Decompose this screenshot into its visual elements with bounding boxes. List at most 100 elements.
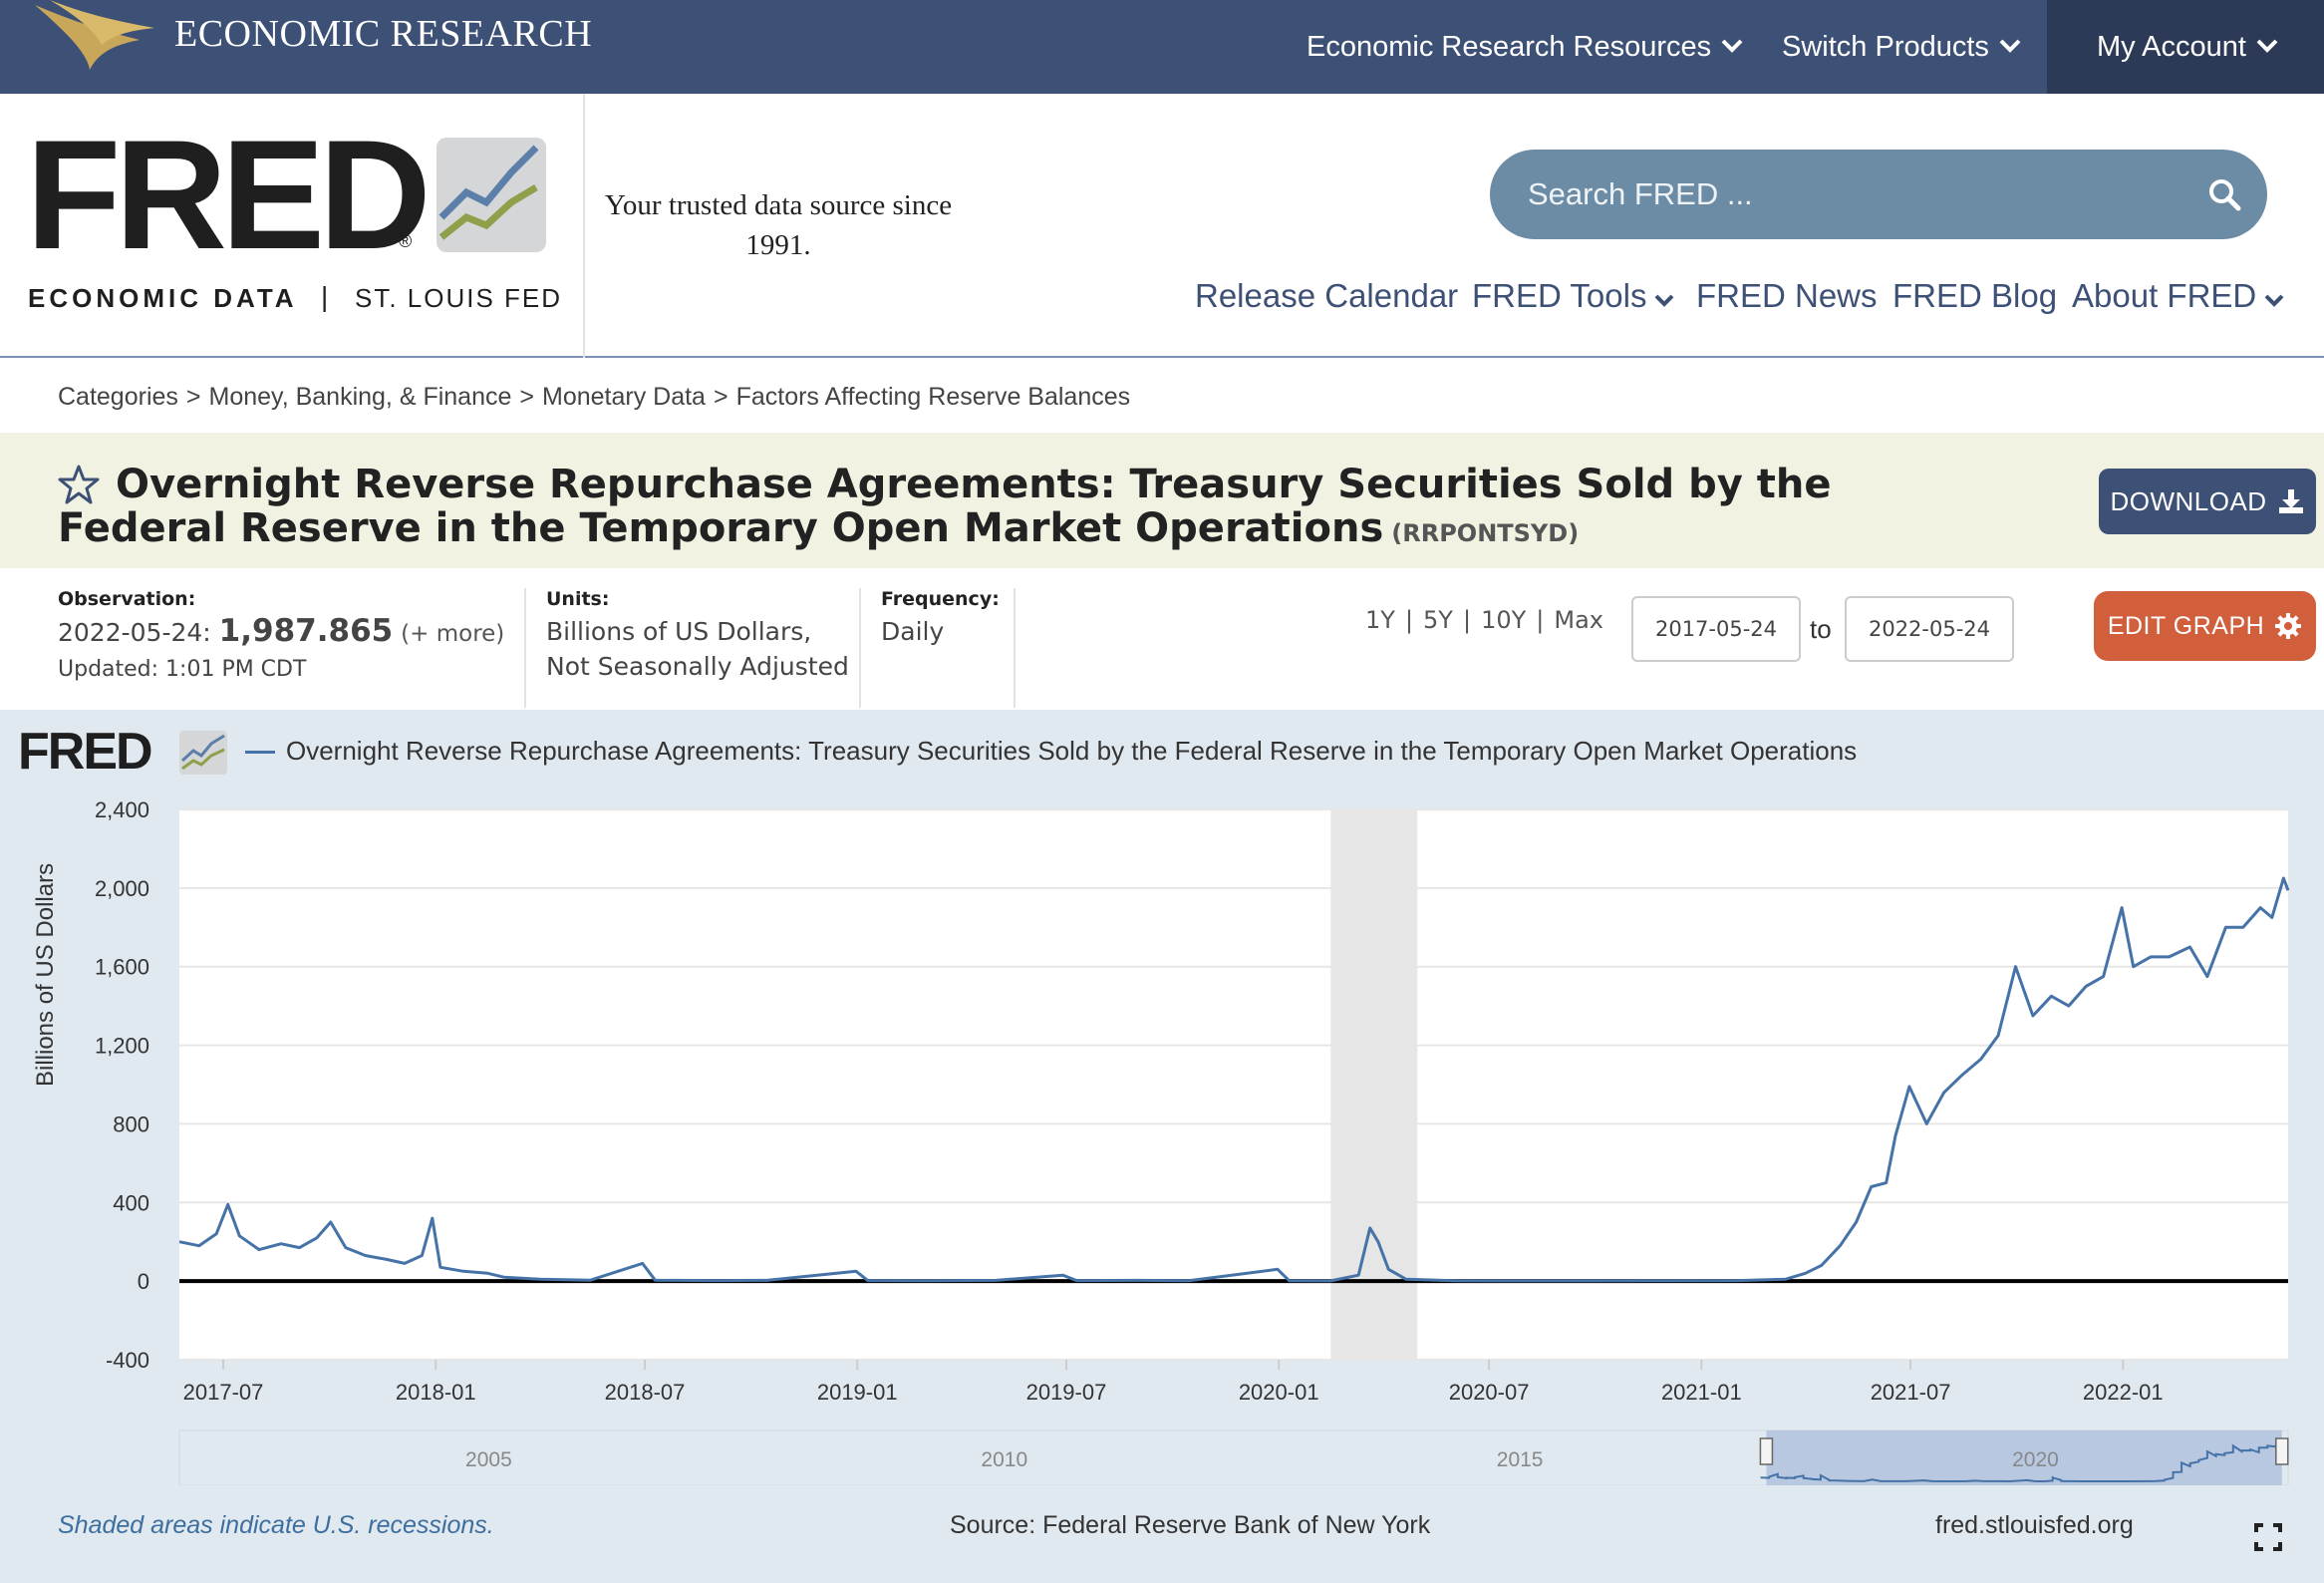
meta-divider [1014, 588, 1016, 708]
x-tick-label: 2018-01 [396, 1380, 476, 1405]
frequency-value: Daily [881, 617, 945, 646]
date-to-label: to [1810, 614, 1832, 644]
observation-block: Observation: 2022-05-24: 1,987.865 (+ mo… [58, 588, 504, 687]
legend-label: Overnight Reverse Repurchase Agreements:… [286, 736, 1858, 766]
source-note: Source: Federal Reserve Bank of New York [950, 1511, 1431, 1539]
nav-switch-products[interactable]: Switch Products [1782, 0, 2021, 94]
nav-my-account[interactable]: My Account [2097, 0, 2278, 94]
top-bar [0, 0, 2324, 94]
y-tick-label: 0 [138, 1269, 149, 1294]
search-box[interactable] [1490, 150, 2267, 239]
registered-mark: ® [399, 231, 413, 251]
edit-graph-button[interactable]: EDIT GRAPH [2094, 591, 2316, 661]
end-date-input[interactable] [1845, 596, 2014, 662]
line-chart[interactable]: 2,400 2,000 1,600 1,200 800 400 0 -400 2017-07 20… [0, 788, 2324, 1485]
frequency-label: Frequency: [881, 588, 1000, 610]
start-date-input[interactable] [1631, 596, 1801, 662]
fullscreen-icon[interactable] [2254, 1523, 2282, 1551]
search-input[interactable] [1528, 150, 2166, 239]
navigator-selection [1766, 1430, 2282, 1485]
y-tick-label: 2,400 [95, 797, 149, 822]
logo-separator: | [321, 281, 329, 312]
frequency-block: Frequency: Daily [881, 588, 1000, 649]
breadcrumb-link[interactable]: Categories [58, 383, 178, 411]
chevron-down-icon [1721, 33, 1743, 61]
breadcrumb-link[interactable]: Money, Banking, & Finance [208, 383, 512, 411]
series-title: Overnight Reverse Repurchase Agreements:… [58, 463, 2011, 555]
observation-more-link[interactable]: (+ more) [401, 621, 505, 647]
observation-date: 2022-05-24: [58, 618, 211, 647]
nav-fred-tools[interactable]: FRED Tools [1472, 277, 1674, 315]
nav-label: About FRED [2072, 277, 2257, 314]
range-5y[interactable]: 5Y [1423, 606, 1453, 634]
navigator-tick-label: 2010 [981, 1448, 1027, 1471]
site-url[interactable]: fred.stlouisfed.org [1935, 1511, 2134, 1539]
x-tick-label: 2020-01 [1239, 1380, 1319, 1405]
download-label: DOWNLOAD [2110, 485, 2267, 516]
y-tick-label: 2,000 [95, 876, 149, 901]
range-links: 1Y | 5Y | 10Y | Max [1365, 606, 1603, 634]
chevron-down-icon [2256, 33, 2278, 61]
nav-fred-news[interactable]: FRED News [1696, 277, 1878, 314]
site-header [0, 94, 2324, 358]
range-separator: | [1536, 606, 1545, 634]
x-tick-label: 2021-07 [1871, 1380, 1951, 1405]
st-louis-fed-label: ST. LOUIS FED [355, 283, 563, 313]
x-tick-label: 2022-01 [2083, 1380, 2164, 1405]
economic-research-title[interactable]: ECONOMIC RESEARCH [174, 13, 593, 55]
y-tick-label: -400 [106, 1348, 149, 1373]
meta-divider [524, 588, 526, 708]
chevron-down-icon [2264, 286, 2284, 313]
breadcrumb-link[interactable]: Monetary Data [542, 383, 706, 411]
breadcrumb-link[interactable]: Factors Affecting Reserve Balances [735, 383, 1131, 411]
navigator-tick-label: 2005 [465, 1448, 512, 1471]
nav-label: FRED Tools [1472, 277, 1647, 314]
navigator-handle [1759, 1437, 1774, 1465]
chevron-down-icon [1999, 33, 2021, 61]
tagline: Your trusted data source since 1991. [604, 189, 953, 261]
series-id: (RRPONTSYD) [1391, 519, 1580, 547]
range-separator: | [1462, 606, 1472, 634]
units-label: Units: [546, 588, 610, 610]
nav-economic-research-resources[interactable]: Economic Research Resources [1307, 0, 1743, 94]
x-tick-label: 2017-07 [183, 1380, 264, 1405]
plot-area [179, 809, 2288, 1360]
nav-fred-blog[interactable]: FRED Blog [1892, 277, 2058, 314]
graph-fred-logo: FRED [18, 723, 153, 781]
range-max[interactable]: Max [1554, 606, 1603, 634]
x-tick-label: 2019-07 [1026, 1380, 1107, 1405]
nav-label: Switch Products [1782, 30, 1989, 63]
units-block: Units: Billions of US Dollars, Not Seaso… [546, 588, 849, 684]
edit-graph-label: EDIT GRAPH [2107, 611, 2265, 640]
series-line [178, 876, 2290, 1283]
range-10y[interactable]: 10Y [1481, 606, 1527, 634]
x-tick-label: 2019-01 [817, 1380, 898, 1405]
y-tick-label: 1,200 [95, 1034, 149, 1059]
fred-chart-logo-icon[interactable] [436, 138, 546, 252]
fred-chart-logo-icon [179, 731, 227, 775]
fred-logo-word[interactable]: FRED [26, 109, 432, 282]
star-icon[interactable] [58, 464, 100, 505]
chevron-down-icon [1654, 286, 1674, 313]
download-button[interactable]: DOWNLOAD [2099, 469, 2316, 534]
eagle-logo-icon[interactable] [30, 0, 159, 72]
navigator-handle [2275, 1437, 2289, 1465]
range-1y[interactable]: 1Y [1365, 606, 1395, 634]
nav-about-fred[interactable]: About FRED [2072, 277, 2284, 315]
x-tick-label: 2020-07 [1449, 1380, 1530, 1405]
header-divider [583, 94, 585, 358]
series-title-band [0, 433, 2324, 568]
updated-time: Updated: 1:01 PM CDT [58, 657, 307, 682]
y-tick-label: 1,600 [95, 955, 149, 980]
observation-value: 1,987.865 [218, 613, 394, 649]
nav-label: Economic Research Resources [1307, 30, 1712, 63]
breadcrumb-separator: > [519, 383, 534, 411]
units-line2: Not Seasonally Adjusted [546, 652, 849, 681]
nav-label: My Account [2097, 30, 2246, 63]
search-icon[interactable] [2207, 177, 2241, 211]
account-box [2047, 0, 2324, 94]
legend-swatch [245, 751, 275, 754]
economic-data-label: ECONOMIC DATA [28, 283, 298, 313]
y-tick-label: 800 [113, 1111, 149, 1136]
nav-release-calendar[interactable]: Release Calendar [1195, 277, 1459, 314]
